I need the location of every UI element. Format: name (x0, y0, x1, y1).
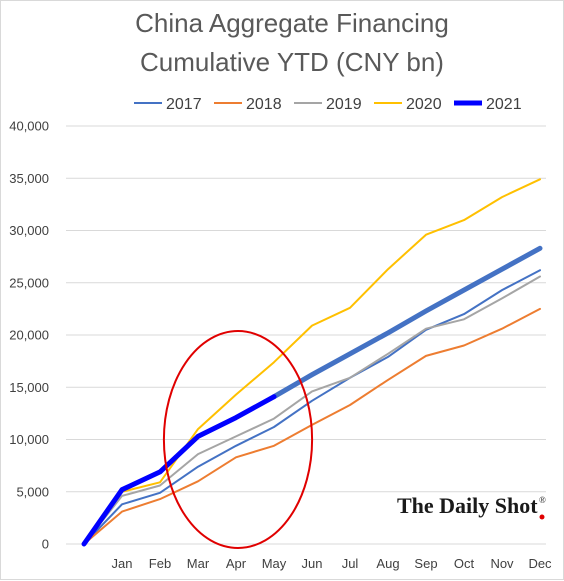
y-tick-label: 25,000 (9, 275, 49, 290)
watermark-red-dot (539, 514, 545, 520)
watermark-logo: The Daily Shot ® (397, 493, 546, 520)
x-tick-label: Oct (454, 556, 475, 571)
x-tick-label: Feb (149, 556, 171, 571)
x-tick-label: Nov (490, 556, 514, 571)
y-tick-label: 10,000 (9, 432, 49, 447)
x-tick-label: May (262, 556, 287, 571)
extension-line (271, 245, 543, 400)
x-tick-label: Jun (302, 556, 323, 571)
annotations (162, 330, 314, 549)
y-axis: 0 5,000 10,000 15,000 20,000 25,000 30,000 35,0… (9, 119, 49, 552)
y-tick-label: 40,000 (9, 119, 49, 134)
legend-label-2021: 2021 (486, 96, 522, 113)
series-line-2020 (83, 178, 541, 545)
x-tick-label: Sep (414, 556, 437, 571)
legend: 2017 2018 2019 2020 2021 (134, 96, 522, 113)
series-line-2017 (83, 269, 541, 545)
watermark-registered-mark: ® (539, 495, 546, 505)
y-tick-label: 0 (42, 537, 49, 552)
series-line-2021 (81, 394, 277, 547)
legend-label-2019: 2019 (326, 96, 362, 113)
highlight-ellipse (162, 330, 314, 549)
series-lines (81, 178, 543, 547)
y-tick-label: 15,000 (9, 380, 49, 395)
gridlines (66, 125, 546, 545)
x-tick-label: Jul (342, 556, 359, 571)
x-tick-label: Mar (187, 556, 210, 571)
x-tick-label: Apr (226, 556, 247, 571)
legend-label-2017: 2017 (166, 96, 202, 113)
y-tick-label: 35,000 (9, 171, 49, 186)
x-tick-label: Dec (528, 556, 552, 571)
chart-title: China Aggregate Financing Cumulative YTD… (135, 8, 449, 77)
y-tick-label: 30,000 (9, 223, 49, 238)
y-tick-label: 5,000 (16, 484, 49, 499)
x-tick-label: Jan (112, 556, 133, 571)
x-axis: Jan Feb Mar Apr May Jun Jul Aug Sep Oct Nov Dec (112, 556, 553, 571)
y-tick-label: 20,000 (9, 328, 49, 343)
x-tick-label: Aug (376, 556, 399, 571)
watermark-text: The Daily Shot (397, 493, 538, 518)
chart-title-line-2: Cumulative YTD (CNY bn) (140, 47, 444, 77)
series-line-2019 (83, 275, 541, 545)
legend-label-2018: 2018 (246, 96, 282, 113)
chart-title-line-1: China Aggregate Financing (135, 8, 449, 38)
legend-label-2020: 2020 (406, 96, 442, 113)
